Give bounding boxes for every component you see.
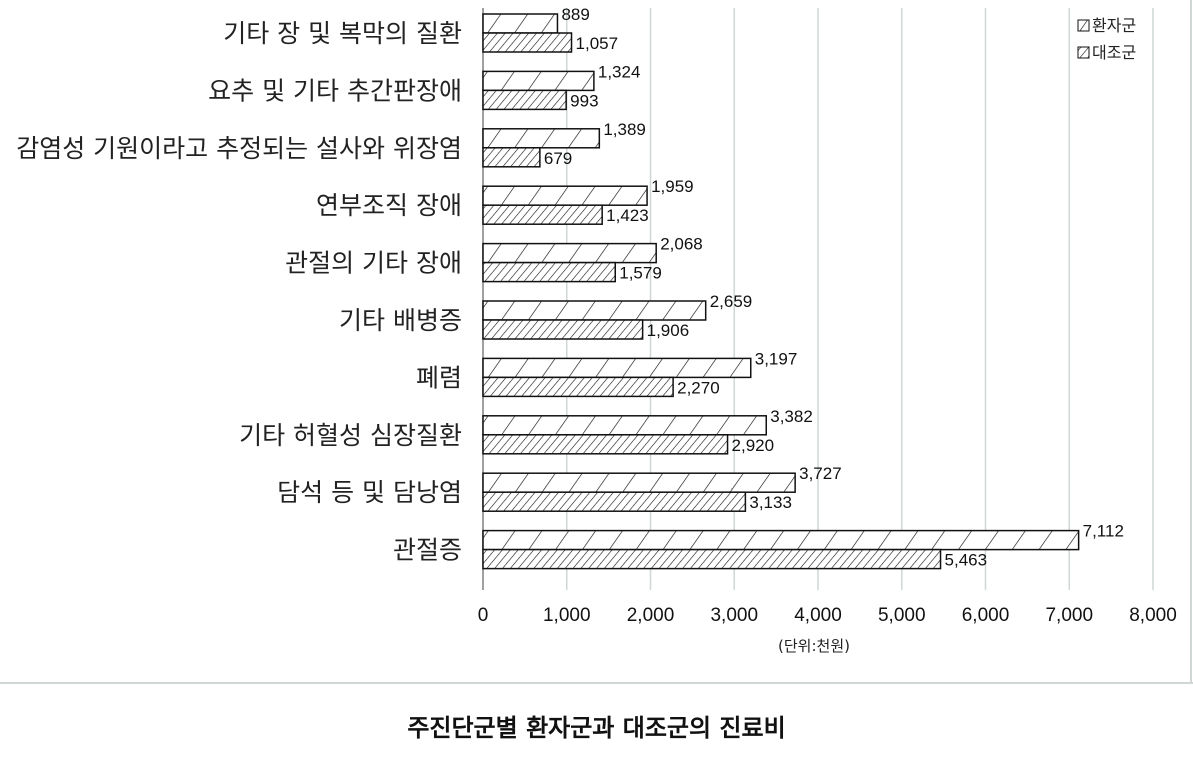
value-label-patient: 7,112 <box>1083 522 1124 541</box>
x-tick-label: 2,000 <box>627 605 675 626</box>
bar-patient <box>482 415 767 436</box>
value-label-patient: 1,389 <box>603 120 646 139</box>
bar-patient <box>482 13 559 34</box>
value-label-control: 2,270 <box>677 378 720 397</box>
category-label: 관절증 <box>393 536 462 565</box>
x-axis-unit-label: (단위:천원) <box>778 637 850 655</box>
legend-label-control: 대조군 <box>1092 43 1136 62</box>
value-label-control: 679 <box>544 149 572 168</box>
x-tick-label: 3,000 <box>710 605 758 626</box>
value-label-patient: 3,382 <box>770 407 813 426</box>
value-label-patient: 1,324 <box>598 62 641 81</box>
category-label: 연부조직 장애 <box>316 191 462 220</box>
value-label-patient: 3,727 <box>799 464 842 483</box>
value-label-control: 1,906 <box>647 321 690 340</box>
bar-patient <box>482 128 601 149</box>
chart-caption: 주진단군별 환자군과 대조군의 진료비 <box>407 714 786 742</box>
bar-patient <box>482 529 1080 551</box>
x-tick-label: 7,000 <box>1045 605 1093 626</box>
x-tick-label: 8,000 <box>1129 605 1177 626</box>
value-label-control: 993 <box>570 91 598 110</box>
legend-swatch-patient <box>1077 19 1090 32</box>
legend: 환자군 대조군 <box>1077 16 1136 62</box>
bar-patient <box>482 70 595 92</box>
category-label: 기타 배병증 <box>339 306 462 335</box>
category-label: 감염성 기원이라고 추정되는 설사와 위장염 <box>16 134 462 163</box>
category-label: 폐렴 <box>416 363 462 392</box>
bar-patient <box>482 242 657 264</box>
category-label: 기타 장 및 복막의 질환 <box>223 19 462 48</box>
value-label-control: 1,579 <box>619 264 662 283</box>
value-label-patient: 1,959 <box>651 177 694 196</box>
bar-control <box>482 548 942 570</box>
legend-swatch-control <box>1077 46 1090 59</box>
bar-patient <box>482 357 752 379</box>
bar-patient <box>482 472 796 493</box>
bar-control <box>482 89 567 111</box>
bar-control <box>482 204 603 225</box>
x-tick-label: 1,000 <box>543 605 591 626</box>
value-label-control: 5,463 <box>945 551 988 570</box>
bar-control <box>482 147 541 168</box>
legend-label-patient: 환자군 <box>1092 16 1136 35</box>
value-label-patient: 2,068 <box>660 235 703 254</box>
value-label-patient: 889 <box>561 5 589 24</box>
value-label-control: 2,920 <box>732 436 775 455</box>
x-tick-label: 5,000 <box>878 605 926 626</box>
x-tick-label: 4,000 <box>794 605 842 626</box>
bar-control <box>482 376 674 398</box>
bar-control <box>482 32 573 53</box>
category-label: 기타 허혈성 심장질환 <box>239 421 462 450</box>
x-tick-label: 0 <box>478 605 489 626</box>
x-axis-ticks: 0 1,000 2,000 3,000 4,000 5,000 6,000 7,000 8,00… <box>478 605 1177 626</box>
category-label: 요추 및 기타 추간판장애 <box>208 76 462 105</box>
category-label: 담석 등 및 담낭염 <box>277 478 462 507</box>
value-label-control: 1,423 <box>606 206 649 225</box>
bar-control <box>482 261 616 283</box>
bar-control <box>482 434 729 455</box>
value-label-control: 3,133 <box>749 493 792 512</box>
bars <box>482 13 1080 570</box>
value-label-control: 1,057 <box>576 34 619 53</box>
category-label: 관절의 기타 장애 <box>285 249 462 278</box>
bar-patient <box>482 300 707 321</box>
bar-control <box>482 491 747 512</box>
bar-patient <box>482 185 648 206</box>
x-tick-label: 6,000 <box>962 605 1010 626</box>
value-label-patient: 3,197 <box>755 349 798 368</box>
value-label-patient: 2,659 <box>710 292 753 311</box>
bar-control <box>482 319 644 340</box>
